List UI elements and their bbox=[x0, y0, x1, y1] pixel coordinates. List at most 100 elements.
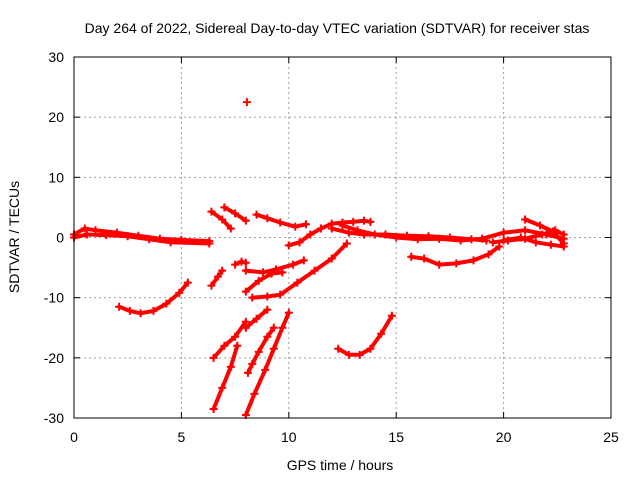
data-point bbox=[306, 230, 315, 239]
data-point bbox=[521, 215, 530, 224]
data-point bbox=[252, 314, 261, 323]
data-point bbox=[310, 266, 319, 275]
series-arc-9 bbox=[211, 343, 240, 411]
data-point bbox=[338, 221, 347, 230]
x-tick-label: 5 bbox=[178, 429, 186, 445]
data-point bbox=[237, 257, 246, 266]
data-point bbox=[370, 230, 379, 239]
data-point bbox=[516, 233, 525, 242]
data-layer bbox=[70, 98, 568, 419]
data-point bbox=[207, 281, 216, 290]
data-point bbox=[531, 238, 540, 247]
data-point bbox=[349, 217, 358, 226]
x-tick-label: 20 bbox=[496, 429, 512, 445]
data-point bbox=[435, 234, 444, 243]
series-arc-6 bbox=[209, 268, 225, 288]
data-point bbox=[263, 292, 272, 301]
data-point bbox=[276, 218, 285, 227]
data-point bbox=[231, 332, 240, 341]
series-arc-23 bbox=[523, 217, 566, 246]
data-point bbox=[271, 265, 280, 274]
data-point bbox=[344, 228, 353, 237]
data-point bbox=[241, 287, 250, 296]
data-point bbox=[252, 210, 261, 219]
series-arc-16 bbox=[254, 212, 308, 229]
data-point bbox=[295, 238, 304, 247]
data-point bbox=[250, 389, 259, 398]
data-point bbox=[263, 332, 272, 341]
series-arc-14 bbox=[243, 310, 291, 417]
series-arc-18 bbox=[336, 313, 394, 357]
data-point bbox=[207, 207, 216, 216]
y-tick-label: 20 bbox=[48, 109, 64, 125]
data-point bbox=[488, 238, 497, 247]
data-point bbox=[484, 250, 493, 259]
data-point bbox=[259, 268, 268, 277]
data-point bbox=[366, 217, 375, 226]
data-point bbox=[301, 220, 310, 229]
data-point bbox=[317, 224, 326, 233]
data-point bbox=[269, 323, 278, 332]
series-arc-10 bbox=[243, 270, 285, 294]
data-point bbox=[456, 236, 465, 245]
y-axis-label: SDTVAR / TECUs bbox=[6, 181, 22, 293]
data-point bbox=[162, 299, 171, 308]
data-point bbox=[284, 308, 293, 317]
data-point bbox=[559, 242, 568, 251]
data-point bbox=[220, 203, 229, 212]
data-point bbox=[218, 383, 227, 392]
x-tick-label: 0 bbox=[70, 429, 78, 445]
data-point bbox=[291, 222, 300, 231]
data-point bbox=[243, 368, 252, 377]
data-point bbox=[263, 305, 272, 314]
data-point bbox=[166, 238, 175, 247]
data-point bbox=[342, 239, 351, 248]
data-point bbox=[254, 276, 263, 285]
series-arc-8 bbox=[211, 319, 248, 360]
data-point bbox=[355, 350, 364, 359]
data-point bbox=[536, 221, 545, 230]
data-point bbox=[80, 224, 89, 233]
data-point bbox=[327, 224, 336, 233]
data-point bbox=[377, 329, 386, 338]
data-point bbox=[175, 288, 184, 297]
data-point bbox=[241, 258, 250, 267]
data-point bbox=[521, 226, 530, 235]
data-point bbox=[407, 252, 416, 261]
data-point bbox=[102, 231, 111, 240]
data-point bbox=[209, 404, 218, 413]
tick-layer: 0 5 10 15 20 25 -30 -20 -10 0 10 20 30 bbox=[44, 49, 619, 445]
data-point bbox=[263, 214, 272, 223]
data-point bbox=[499, 228, 508, 237]
data-point bbox=[435, 260, 444, 269]
data-point bbox=[269, 344, 278, 353]
data-point bbox=[559, 230, 568, 239]
data-point bbox=[344, 350, 353, 359]
data-point bbox=[261, 365, 270, 374]
data-point bbox=[284, 241, 293, 250]
data-point bbox=[125, 306, 134, 315]
data-point bbox=[136, 309, 145, 318]
data-point bbox=[293, 278, 302, 287]
data-point bbox=[546, 240, 555, 249]
data-point bbox=[289, 260, 298, 269]
data-point bbox=[248, 293, 257, 302]
data-point bbox=[183, 278, 192, 287]
data-point bbox=[213, 272, 222, 281]
data-point bbox=[366, 344, 375, 353]
data-point bbox=[205, 239, 214, 248]
data-point bbox=[248, 359, 257, 368]
data-point bbox=[549, 227, 558, 236]
data-point bbox=[276, 290, 285, 299]
data-point bbox=[478, 234, 487, 243]
isolated-data-point bbox=[242, 98, 251, 107]
data-point bbox=[218, 215, 227, 224]
data-point bbox=[469, 256, 478, 265]
x-tick-label: 10 bbox=[281, 429, 297, 445]
x-tick-label: 25 bbox=[603, 429, 619, 445]
data-point bbox=[495, 242, 504, 251]
series-arc-11 bbox=[243, 258, 306, 275]
data-point bbox=[231, 209, 240, 218]
data-point bbox=[413, 235, 422, 244]
